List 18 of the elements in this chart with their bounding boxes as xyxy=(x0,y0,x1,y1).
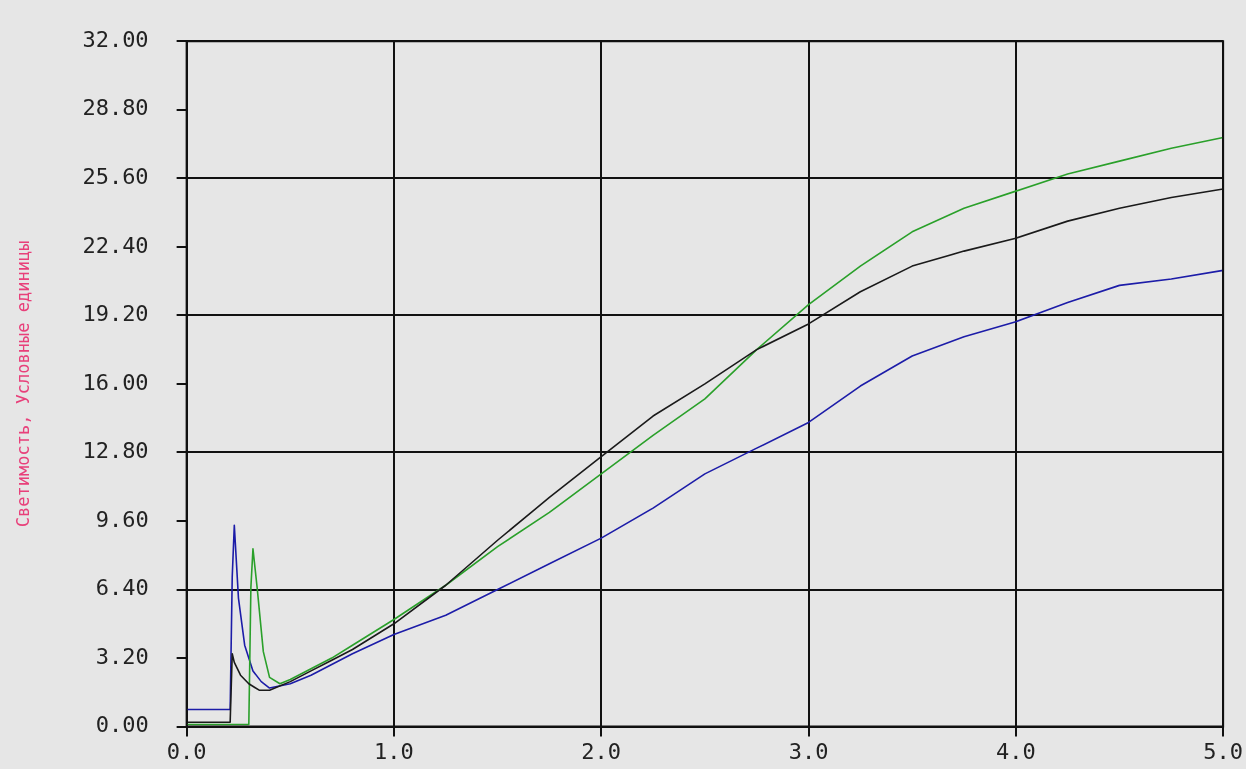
y-tick-label: 19.20 xyxy=(82,301,149,327)
y-tick-label: 6.40 xyxy=(95,575,149,601)
y-tick-label: 3.20 xyxy=(95,643,149,669)
x-tick-label: 0.0 xyxy=(166,738,207,764)
y-axis-title: Светимость, Условные единицы xyxy=(12,240,33,528)
y-tick-label: 22.40 xyxy=(82,232,149,258)
x-tick-label: 4.0 xyxy=(995,738,1036,764)
x-tick-label: 5.0 xyxy=(1203,738,1244,764)
x-tick-label: 2.0 xyxy=(581,738,622,764)
y-tick-label: 0.00 xyxy=(95,712,149,738)
y-tick-label: 12.80 xyxy=(82,438,149,464)
y-tick-label: 9.60 xyxy=(95,506,149,532)
x-tick-label: 3.0 xyxy=(788,738,829,764)
y-tick-label: 16.00 xyxy=(82,369,149,395)
y-tick-label: 28.80 xyxy=(82,95,149,121)
y-tick-label: 32.00 xyxy=(82,26,149,52)
x-tick-label: 1.0 xyxy=(374,738,414,764)
y-tick-label: 25.60 xyxy=(82,164,149,189)
